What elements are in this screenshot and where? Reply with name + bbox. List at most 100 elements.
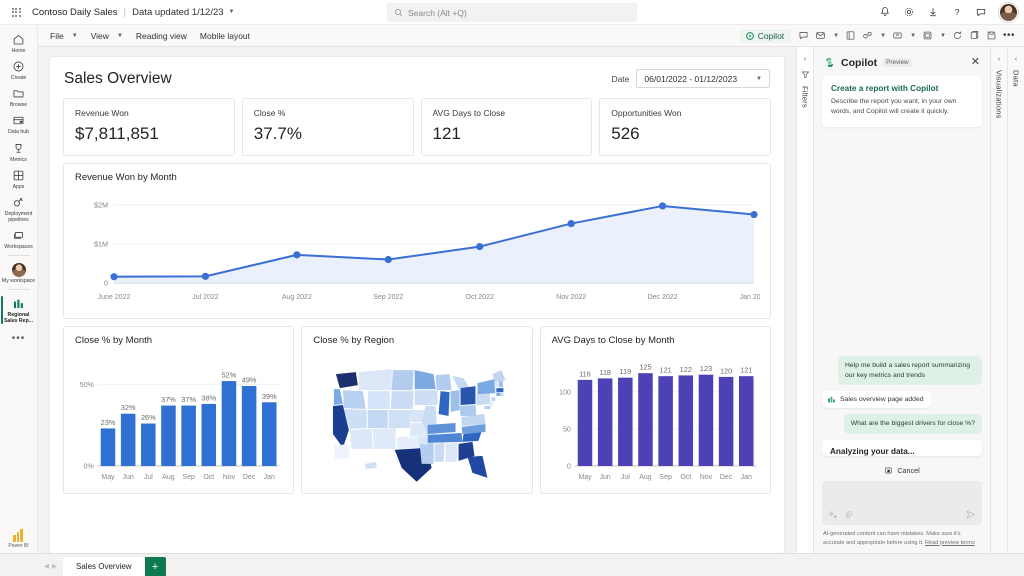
menu-reading-view[interactable]: Reading view bbox=[135, 30, 187, 41]
state-nm[interactable] bbox=[373, 427, 397, 449]
kpi-card-revenue-won[interactable]: Revenue Won $7,811,851 bbox=[64, 99, 234, 155]
state-fl[interactable] bbox=[467, 455, 488, 478]
chevron-left-icon[interactable]: ‹ bbox=[803, 54, 807, 63]
menu-mobile-layout[interactable]: Mobile layout bbox=[199, 30, 251, 41]
copilot-button[interactable]: Copilot bbox=[739, 28, 792, 43]
state-co[interactable] bbox=[389, 410, 412, 428]
state-ny[interactable] bbox=[477, 379, 496, 395]
cancel-button[interactable]: Cancel bbox=[822, 462, 982, 477]
tab-visualizations[interactable]: ‹ Visualizations bbox=[990, 47, 1007, 553]
state-md[interactable] bbox=[484, 406, 491, 410]
state-id[interactable] bbox=[343, 390, 367, 410]
sidebar-item-my-workspace[interactable]: My workspace bbox=[0, 259, 38, 286]
state-pa[interactable] bbox=[476, 392, 491, 406]
subscribe-icon[interactable]: ▼ bbox=[812, 28, 842, 43]
state-nd[interactable] bbox=[392, 370, 415, 391]
sidebar-item-metrics[interactable]: Metrics bbox=[0, 138, 38, 165]
bookmarks-icon[interactable] bbox=[842, 28, 859, 43]
state-wa[interactable] bbox=[336, 372, 359, 389]
state-la[interactable] bbox=[419, 442, 434, 464]
sidebar-item-browse[interactable]: Browse bbox=[0, 83, 38, 110]
chevron-down-icon[interactable]: ▼ bbox=[228, 9, 235, 15]
search-input[interactable]: Search (Alt +Q) bbox=[387, 3, 637, 22]
state-al[interactable] bbox=[445, 442, 458, 462]
state-mi[interactable] bbox=[452, 376, 470, 390]
state-ca[interactable] bbox=[333, 405, 350, 448]
duplicate-page-icon[interactable] bbox=[966, 28, 983, 43]
chevron-right-icon[interactable]: ▶ bbox=[52, 563, 57, 570]
settings-gear-icon[interactable] bbox=[898, 1, 920, 23]
page-nav-arrows[interactable]: ◀ ▶ bbox=[38, 562, 63, 576]
date-range-dropdown[interactable]: 06/01/2022 - 01/12/2023 ▼ bbox=[636, 69, 770, 88]
chart-close-pct-by-region[interactable]: Close % by Region bbox=[302, 327, 532, 493]
state-ky[interactable] bbox=[427, 422, 456, 434]
state-oh[interactable] bbox=[460, 386, 476, 406]
share-icon[interactable]: ▼ bbox=[859, 28, 889, 43]
sparkle-icon[interactable] bbox=[828, 510, 838, 520]
read-preview-terms-link[interactable]: Read preview terms bbox=[925, 539, 975, 546]
data-updated-label[interactable]: Data updated 1/12/23 bbox=[132, 6, 224, 18]
state-ak[interactable] bbox=[334, 443, 351, 459]
feedback-icon[interactable] bbox=[970, 1, 992, 23]
state-ri[interactable] bbox=[501, 392, 504, 396]
notifications-bell-icon[interactable] bbox=[874, 1, 896, 23]
close-icon[interactable]: ✕ bbox=[970, 56, 980, 68]
state-vt[interactable] bbox=[494, 381, 499, 388]
state-sc[interactable] bbox=[462, 431, 482, 442]
sidebar-item-data-hub[interactable]: Data hub bbox=[0, 110, 38, 137]
download-icon[interactable] bbox=[922, 1, 944, 23]
add-page-button[interactable]: + bbox=[144, 557, 166, 576]
state-ia[interactable] bbox=[414, 390, 438, 406]
state-me[interactable] bbox=[492, 370, 506, 384]
sidebar-more-icon[interactable]: ••• bbox=[11, 332, 26, 344]
chart-revenue-won-by-month[interactable]: Revenue Won by Month 0 $1M $2M June 2022 Jul… bbox=[64, 164, 770, 318]
state-nh[interactable] bbox=[499, 381, 504, 388]
attachment-icon[interactable] bbox=[843, 510, 853, 520]
chat-in-teams-icon[interactable]: ▼ bbox=[919, 28, 949, 43]
tab-filters[interactable]: ‹ Filters bbox=[796, 47, 813, 553]
sidebar-item-home[interactable]: Home bbox=[0, 29, 38, 56]
save-icon[interactable] bbox=[983, 28, 1000, 43]
sidebar-item-create[interactable]: Create bbox=[0, 56, 38, 83]
chart-avg-days-to-close-by-month[interactable]: AVG Days to Close by Month 0 50 100 116 May 1… bbox=[540, 327, 770, 493]
send-icon[interactable] bbox=[965, 509, 976, 520]
state-nv[interactable] bbox=[344, 409, 368, 429]
state-az[interactable] bbox=[350, 428, 374, 449]
state-nj[interactable] bbox=[491, 397, 496, 402]
comment-icon[interactable] bbox=[795, 28, 812, 43]
refresh-icon[interactable] bbox=[949, 28, 966, 43]
user-avatar[interactable] bbox=[999, 2, 1018, 22]
export-icon[interactable]: ▼ bbox=[889, 28, 919, 43]
state-in[interactable] bbox=[450, 390, 460, 413]
state-il[interactable] bbox=[438, 391, 450, 417]
state-ut[interactable] bbox=[368, 410, 389, 428]
state-hi[interactable] bbox=[365, 461, 378, 469]
kpi-card-opportunities-won[interactable]: Opportunities Won 526 bbox=[600, 99, 770, 155]
copilot-prompt-input[interactable] bbox=[822, 481, 982, 526]
state-ga[interactable] bbox=[458, 441, 475, 461]
state-mt[interactable] bbox=[359, 369, 393, 391]
chevron-left-icon[interactable]: ‹ bbox=[997, 54, 1001, 63]
state-or[interactable] bbox=[334, 389, 344, 406]
kpi-card-close-pct[interactable]: Close % 37.7% bbox=[242, 99, 413, 155]
state-de[interactable] bbox=[489, 402, 494, 406]
kpi-card-avg-days-to-close[interactable]: AVG Days to Close 121 bbox=[421, 99, 592, 155]
state-nc[interactable] bbox=[461, 423, 486, 434]
state-wi[interactable] bbox=[435, 374, 452, 391]
chart-close-pct-by-month[interactable]: Close % by Month 0% 50% 23% May 32% Jun 26% Jul… bbox=[64, 327, 294, 493]
page-tab-sales-overview[interactable]: Sales Overview bbox=[63, 557, 145, 576]
menu-view[interactable]: View ▼ bbox=[85, 28, 129, 44]
sidebar-item-regional-sales-report[interactable]: Regional Sales Rep... bbox=[0, 293, 38, 326]
us-choropleth-map[interactable] bbox=[310, 352, 523, 484]
state-wv[interactable] bbox=[459, 405, 477, 417]
state-sd[interactable] bbox=[391, 391, 415, 410]
state-mn[interactable] bbox=[414, 370, 436, 390]
state-va[interactable] bbox=[461, 414, 486, 426]
state-ar[interactable] bbox=[417, 435, 428, 445]
state-ct[interactable] bbox=[496, 392, 501, 396]
menu-file[interactable]: File ▼ bbox=[44, 28, 84, 44]
tab-data[interactable]: ‹ Data bbox=[1007, 47, 1024, 553]
more-options-icon[interactable]: ••• bbox=[1002, 30, 1015, 41]
chevron-left-icon[interactable]: ◀ bbox=[44, 563, 49, 570]
sidebar-item-deployment-pipelines[interactable]: Deployment pipelines bbox=[0, 192, 38, 225]
